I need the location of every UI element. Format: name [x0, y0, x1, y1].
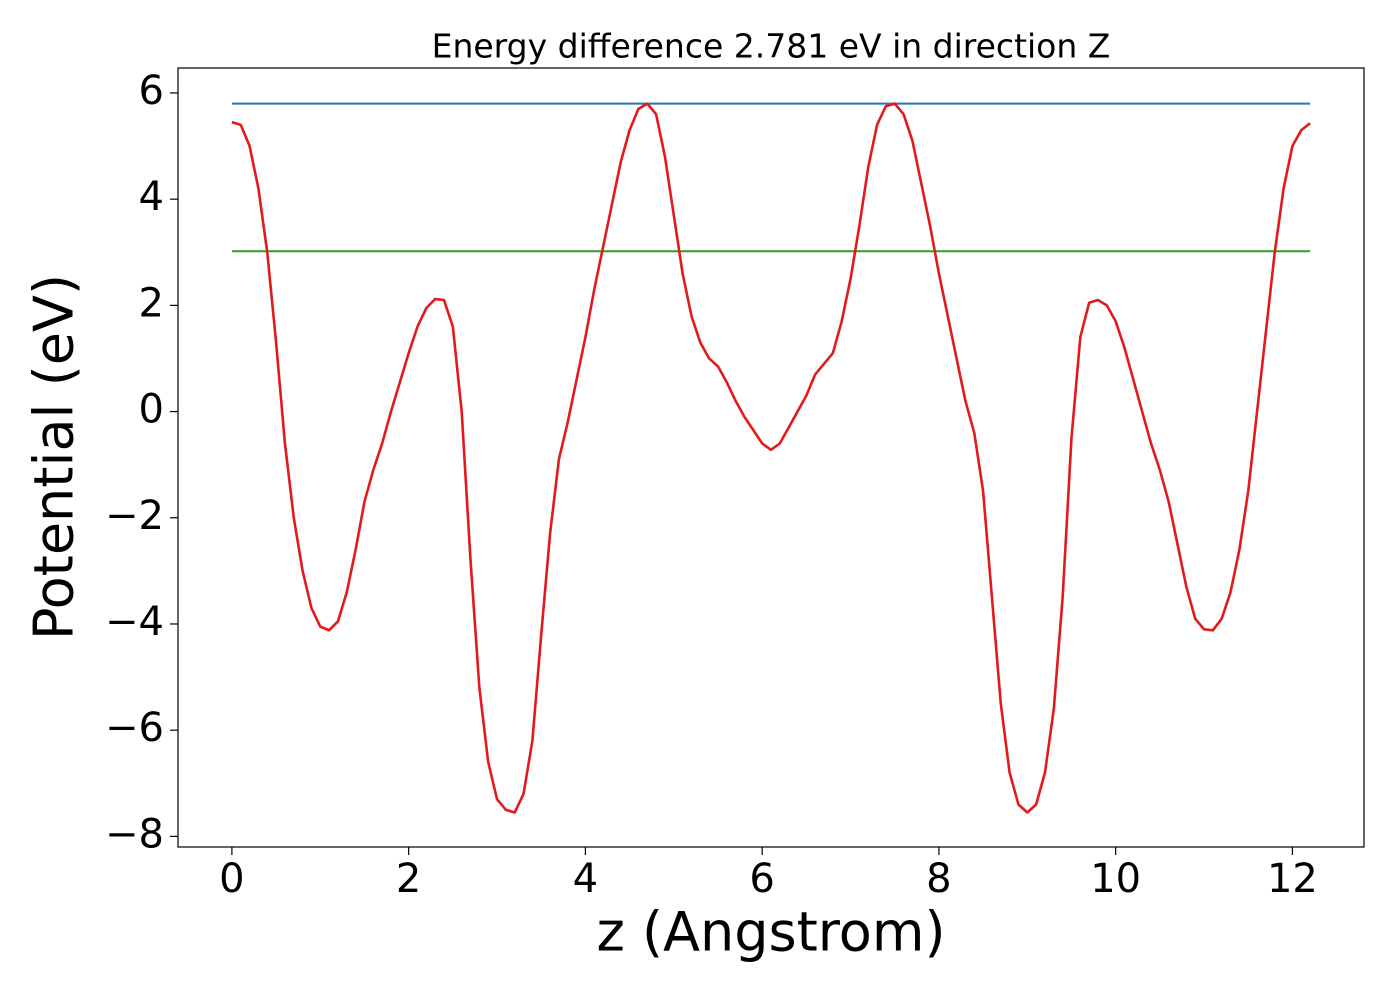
y-tick-label: 0: [139, 387, 164, 433]
y-axis-label: Potential (eV): [23, 274, 86, 640]
y-tick-label: −6: [105, 705, 164, 751]
y-tick-label: −8: [105, 811, 164, 857]
x-tick-label: 12: [1267, 856, 1318, 902]
x-tick-label: 8: [926, 856, 951, 902]
y-tick-label: 6: [139, 68, 164, 114]
x-axis-label: z (Angstrom): [596, 901, 945, 964]
x-tick-label: 4: [573, 856, 598, 902]
x-tick-label: 0: [219, 856, 244, 902]
x-tick-label: 2: [396, 856, 421, 902]
x-tick-label: 6: [749, 856, 774, 902]
y-tick-label: −4: [105, 599, 164, 645]
chart-title: Energy difference 2.781 eV in direction …: [432, 27, 1111, 66]
y-tick-label: −2: [105, 493, 164, 539]
x-tick-label: 10: [1090, 856, 1141, 902]
y-tick-label: 2: [139, 280, 164, 326]
plot-frame: [177, 67, 1365, 848]
line-series: [231, 102, 1311, 814]
y-tick-label: 4: [139, 174, 164, 220]
